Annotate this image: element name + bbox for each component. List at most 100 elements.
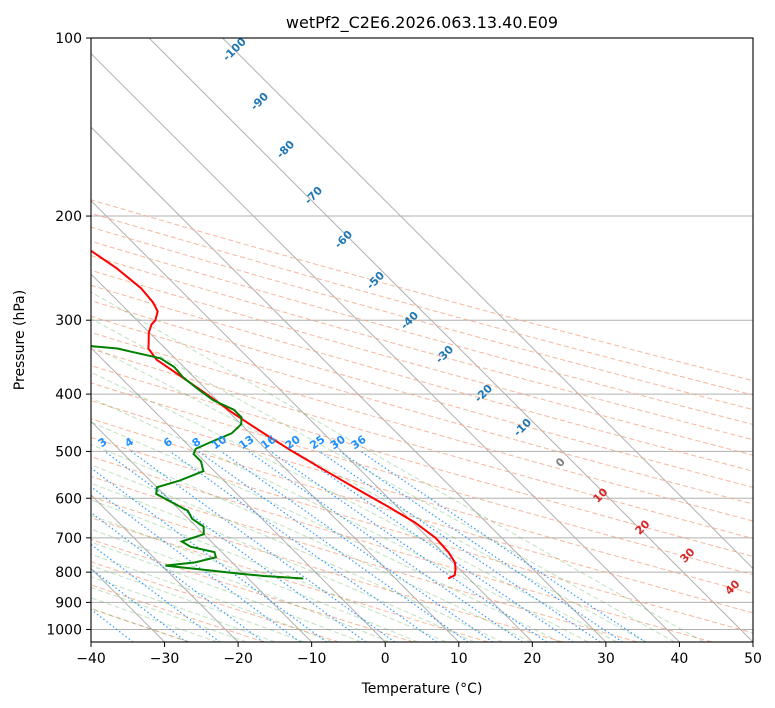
mixing-ratio-line: [294, 450, 574, 642]
isotherm-60: [222, 38, 753, 570]
moist-adiabat: [91, 464, 503, 642]
x-tick-label: 50: [744, 651, 762, 667]
moist-adiabat: [91, 576, 276, 642]
dry-adiabat: [91, 382, 753, 576]
y-axis-ticks: 100 200 300 400 500 600 700 800 900 1000: [46, 31, 91, 638]
isotherm--20: [91, 494, 239, 642]
dry-adiabat: [91, 561, 340, 642]
temperature-profile: [91, 249, 457, 580]
dry-adiabat: [91, 436, 753, 634]
dry-adiabat: [91, 331, 753, 522]
mixing-ratio-line: [220, 450, 494, 642]
dry-adiabat: [91, 456, 712, 642]
isotherm-40: [91, 52, 680, 642]
isotherm--10: [91, 420, 313, 642]
mixing-ratio-line: [169, 450, 438, 642]
mixing-ratio-line: [91, 486, 301, 642]
moist-adiabat: [91, 291, 705, 642]
x-tick-label: 30: [597, 651, 615, 667]
dry-adiabat: [91, 348, 753, 540]
dry-adiabat: [91, 400, 753, 595]
moist-adiabat-label: 30: [678, 545, 698, 565]
moist-adiabat: [91, 397, 589, 642]
plot-frame: [90, 37, 754, 643]
moist-adiabat: [91, 482, 475, 642]
mixing-ratio-line: [91, 568, 187, 642]
x-tick-label: 10: [450, 651, 468, 667]
plot-area: [91, 38, 753, 642]
x-tick-label: −30: [150, 651, 180, 667]
mixing-ratio-line: [130, 450, 396, 642]
mixing-ratio-line: [360, 450, 646, 642]
chart-title: wetPf2_C2E6.2026.063.13.40.E09: [286, 13, 558, 33]
y-axis-label: Pressure (hPa): [12, 290, 28, 390]
dry-adiabat-label: -60: [332, 228, 355, 251]
x-axis-ticks: −40 −30 −20 −10 0 10 20 30 40 50: [76, 642, 762, 667]
isotherm-30: [91, 126, 607, 642]
isotherm-0: [91, 347, 386, 642]
moist-adiabat: [91, 421, 560, 642]
y-tick-label: 800: [55, 565, 82, 581]
moist-adiabat: [91, 607, 189, 642]
y-tick-label: 100: [55, 31, 82, 47]
dry-adiabat: [91, 517, 489, 642]
mixing-ratio-label: 30: [328, 433, 348, 453]
moist-adiabat: [91, 345, 647, 642]
y-tick-label: 600: [55, 491, 82, 507]
mixing-ratio-label: 13: [236, 433, 256, 452]
y-tick-label: 200: [55, 209, 82, 225]
dry-adiabat: [91, 496, 563, 642]
mixing-ratio-line: [91, 543, 221, 642]
moist-adiabat: [91, 499, 447, 642]
moist-adiabat: [91, 565, 305, 642]
dry-adiabat: [91, 255, 753, 441]
isotherm-20: [91, 199, 533, 642]
dry-adiabat: [91, 269, 753, 456]
x-axis-label: Temperature (°C): [361, 681, 483, 697]
moist-adiabat: [91, 597, 218, 642]
moist-adiabat: [91, 443, 532, 642]
dewpoint-profile: [91, 345, 304, 580]
moist-adiabat-label: 10: [591, 485, 611, 505]
dry-adiabat: [91, 300, 753, 488]
x-tick-label: −40: [76, 651, 106, 667]
dry-adiabat-label: -80: [274, 138, 297, 161]
y-tick-label: 500: [55, 444, 82, 460]
x-tick-label: −20: [223, 651, 253, 667]
moist-adiabat-label: 40: [723, 577, 743, 597]
dry-adiabat: [91, 608, 190, 642]
moist-adiabat: [91, 541, 362, 642]
y-tick-label: 300: [55, 313, 82, 329]
mixing-ratio-line: [319, 450, 601, 642]
x-tick-label: 20: [523, 651, 541, 667]
background-lines: [91, 38, 753, 642]
dry-adiabat-label: -70: [302, 184, 325, 207]
dry-adiabat-label: -40: [398, 309, 421, 332]
dry-adiabat-label: -90: [248, 90, 271, 113]
dry-adiabat: [91, 365, 753, 557]
x-tick-label: 0: [381, 651, 390, 667]
dry-adiabat: [91, 584, 265, 642]
dry-adiabat: [91, 212, 753, 396]
dry-adiabat: [91, 226, 753, 411]
dry-adiabat: [91, 315, 753, 505]
mixing-ratio-line: [339, 450, 623, 642]
y-tick-label: 400: [55, 387, 82, 403]
dry-adiabat: [91, 240, 753, 425]
mixing-ratio-line: [198, 450, 469, 642]
mixing-ratio-line: [248, 450, 523, 642]
dry-adiabat: [91, 418, 753, 614]
mixing-ratio-line: [91, 467, 328, 642]
mixing-ratio-line: [270, 450, 547, 642]
isotherm-10: [91, 273, 460, 642]
isotherm-50: [148, 38, 753, 642]
profiles: [91, 249, 457, 580]
x-tick-label: −10: [297, 651, 327, 667]
mixing-ratio-line: [104, 450, 367, 642]
y-tick-label: 700: [55, 531, 82, 547]
mixing-ratio-label: 20: [283, 433, 303, 453]
dry-adiabat: [91, 199, 753, 382]
moist-adiabat-label: 20: [633, 517, 653, 537]
dry-adiabat: [91, 284, 753, 472]
